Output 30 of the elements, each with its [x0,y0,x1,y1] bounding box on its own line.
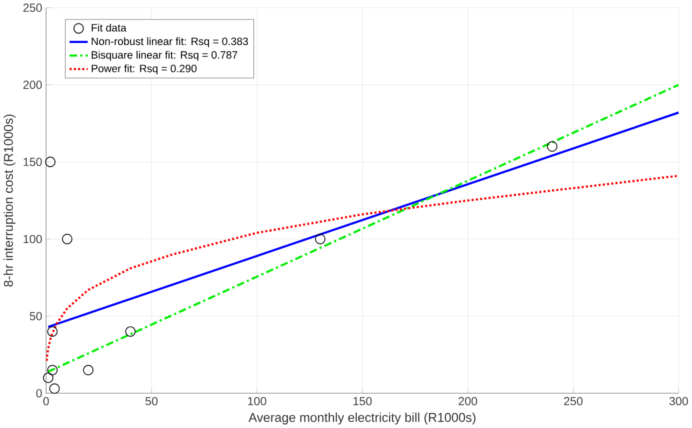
legend-label: Power fit: Rsq = 0.290 [92,64,197,74]
x-tick-label: 50 [145,396,158,406]
x-tick-label: 100 [248,396,266,406]
point [42,372,54,383]
x-tick-label: 0 [43,396,49,406]
point [546,141,558,152]
point [47,326,58,337]
y-tick-label: 200 [23,80,42,89]
y-tick-label: 150 [24,158,42,166]
x-tick-label: 250 [564,396,583,406]
legend-label: Non-robust linear fit: Rsq = 0.383 [92,37,248,48]
legend-label: Bisquare linear fit: Rsq = 0.787 [92,50,238,61]
y-tick-label: 50 [30,312,42,320]
y-axis-title: 8-hr interruption cost (R1000s) [4,114,16,287]
point [83,364,94,376]
x-tick-label: 300 [669,396,688,406]
point [45,156,56,168]
point [47,364,58,376]
point [49,383,60,394]
y-tick-label: 100 [24,234,42,244]
x-axis-title: Average monthly electricity bill (R1000s) [248,412,476,424]
y-tick-label: 250 [23,4,42,12]
point [314,234,326,244]
point [125,326,136,337]
x-tick-label: 200 [458,396,478,406]
x-tick-label: 150 [353,396,372,406]
point [62,234,72,244]
legend-label: Fit data [92,24,126,32]
line-series [46,174,679,362]
y-tick-label: 0 [36,389,42,398]
